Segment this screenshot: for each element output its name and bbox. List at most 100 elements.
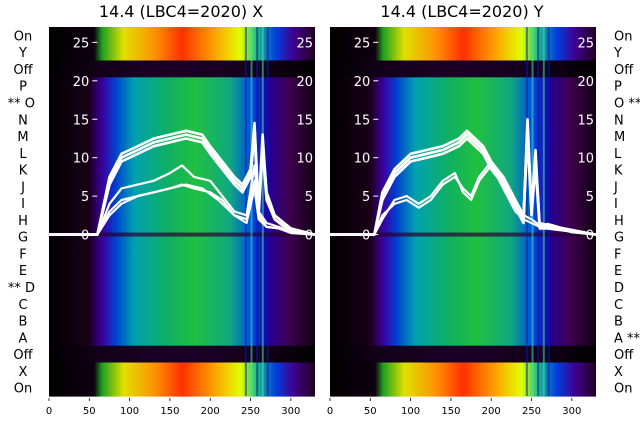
y-tick-label: 20 bbox=[354, 75, 371, 90]
heatmap-row bbox=[330, 94, 596, 112]
heatmap-row bbox=[330, 232, 596, 237]
row-label: K bbox=[614, 164, 623, 179]
heatmap-row bbox=[330, 379, 596, 397]
row-label: O ** bbox=[614, 97, 640, 112]
y-tick-label-right: 20 bbox=[296, 75, 313, 90]
y-tick-label: 20 bbox=[73, 75, 90, 90]
y-tick-label-right: 15 bbox=[296, 113, 313, 128]
y-tick-label-right: 0 bbox=[586, 229, 594, 244]
row-label: H bbox=[614, 214, 624, 229]
row-label: B bbox=[614, 315, 623, 330]
heatmap-row bbox=[49, 27, 315, 45]
y-tick-label: 10 bbox=[73, 152, 90, 167]
heatmap-row bbox=[330, 43, 596, 62]
row-label: C bbox=[614, 298, 623, 313]
y-tick-label-right: 25 bbox=[296, 36, 313, 51]
heatmap-row bbox=[49, 345, 315, 364]
row-label: P bbox=[614, 80, 622, 95]
row-label: Off bbox=[13, 63, 33, 78]
heatmap-row bbox=[49, 43, 315, 62]
heatmap-row bbox=[49, 328, 315, 347]
panel-title: 14.4 (LBC4=2020) Y bbox=[380, 2, 543, 21]
row-label: P bbox=[19, 80, 27, 95]
row-label: On bbox=[14, 382, 32, 397]
heatmap-row bbox=[330, 110, 596, 129]
x-tick-labels: 0 50 100 150 200 250 300 bbox=[46, 398, 300, 417]
row-label: Off bbox=[614, 348, 634, 363]
y-tick-label-right: 5 bbox=[586, 190, 594, 205]
x-tick-label: 0 bbox=[46, 406, 52, 417]
heatmap-row bbox=[330, 60, 596, 78]
x-tick-label: 250 bbox=[522, 406, 541, 417]
y-tick-label-right: 15 bbox=[577, 113, 594, 128]
series-line bbox=[47, 164, 317, 236]
heatmap-row bbox=[49, 94, 315, 112]
row-label: L bbox=[19, 147, 27, 162]
series-line bbox=[328, 164, 598, 236]
x-tick-label: 50 bbox=[83, 406, 96, 417]
heatmap-row bbox=[330, 312, 596, 330]
y-tick-label: 15 bbox=[73, 113, 90, 128]
heatmap-row bbox=[49, 379, 315, 397]
row-label: On bbox=[614, 29, 632, 44]
y-tick-label: 5 bbox=[362, 190, 370, 205]
heatmap-row bbox=[49, 77, 315, 95]
x-tick-label: 200 bbox=[482, 406, 501, 417]
x-tick-labels: 0 50 100 150 200 250 300 bbox=[327, 398, 581, 417]
heatmap-row bbox=[330, 211, 596, 229]
row-label: F bbox=[614, 247, 621, 262]
row-label: C bbox=[18, 298, 27, 313]
y-tick-label-right: 10 bbox=[577, 152, 594, 167]
row-label: E bbox=[614, 264, 622, 279]
row-label: F bbox=[19, 247, 26, 262]
x-tick-label: 200 bbox=[201, 406, 220, 417]
x-tick-label: 300 bbox=[281, 406, 300, 417]
heatmap-streak bbox=[244, 27, 247, 396]
heatmap-row bbox=[49, 60, 315, 78]
panel-title: 14.4 (LBC4=2020) X bbox=[99, 2, 263, 21]
row-label: A bbox=[19, 331, 28, 346]
row-label: K bbox=[19, 164, 28, 179]
row-label: L bbox=[614, 147, 622, 162]
row-label: J bbox=[20, 180, 25, 195]
row-label: M bbox=[17, 130, 28, 145]
row-label: A ** bbox=[614, 331, 640, 346]
x-tick-label: 250 bbox=[241, 406, 260, 417]
heatmap-row bbox=[49, 232, 315, 237]
row-label: B bbox=[19, 315, 28, 330]
y-tick-label-right: 25 bbox=[577, 36, 594, 51]
row-label: Off bbox=[614, 63, 634, 78]
row-label: J bbox=[613, 180, 618, 195]
series-line bbox=[47, 133, 317, 236]
y-tick-label: 0 bbox=[362, 229, 370, 244]
row-label: On bbox=[614, 382, 632, 397]
heatmap-streak bbox=[542, 27, 545, 396]
row-label: D bbox=[614, 281, 624, 296]
heatmap-row bbox=[330, 278, 596, 296]
y-tick-labels: 0 0 5 5 10 10 15 15 20 20 25 25 bbox=[354, 36, 594, 243]
row-label: X bbox=[614, 365, 623, 380]
heatmap-row bbox=[330, 328, 596, 347]
y-tick-label: 25 bbox=[354, 36, 371, 51]
heatmap-row bbox=[330, 245, 596, 263]
row-label: I bbox=[21, 197, 25, 212]
heatmap-streak bbox=[525, 27, 528, 396]
y-tick-label: 10 bbox=[354, 152, 371, 167]
heatmap-row bbox=[330, 362, 596, 380]
heatmap-row bbox=[330, 295, 596, 313]
heatmap-row bbox=[49, 110, 315, 129]
y-tick-label: 25 bbox=[73, 36, 90, 51]
y-tick-labels: 0 0 5 5 10 10 15 15 20 20 25 25 bbox=[73, 36, 313, 243]
heatmap-row bbox=[330, 345, 596, 364]
x-tick-label: 100 bbox=[401, 406, 420, 417]
series-line bbox=[328, 160, 598, 236]
row-label: Y bbox=[18, 46, 27, 61]
x-tick-label: 0 bbox=[327, 406, 333, 417]
row-label: X bbox=[19, 365, 28, 380]
row-label: N bbox=[614, 113, 624, 128]
x-tick-label: 100 bbox=[120, 406, 139, 417]
